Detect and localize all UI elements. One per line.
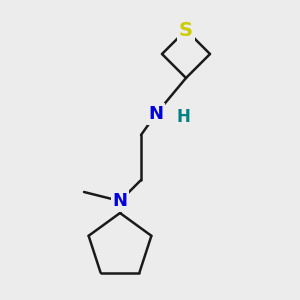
Text: S: S — [179, 20, 193, 40]
Text: H: H — [176, 108, 190, 126]
Text: N: N — [148, 105, 164, 123]
Text: N: N — [112, 192, 128, 210]
